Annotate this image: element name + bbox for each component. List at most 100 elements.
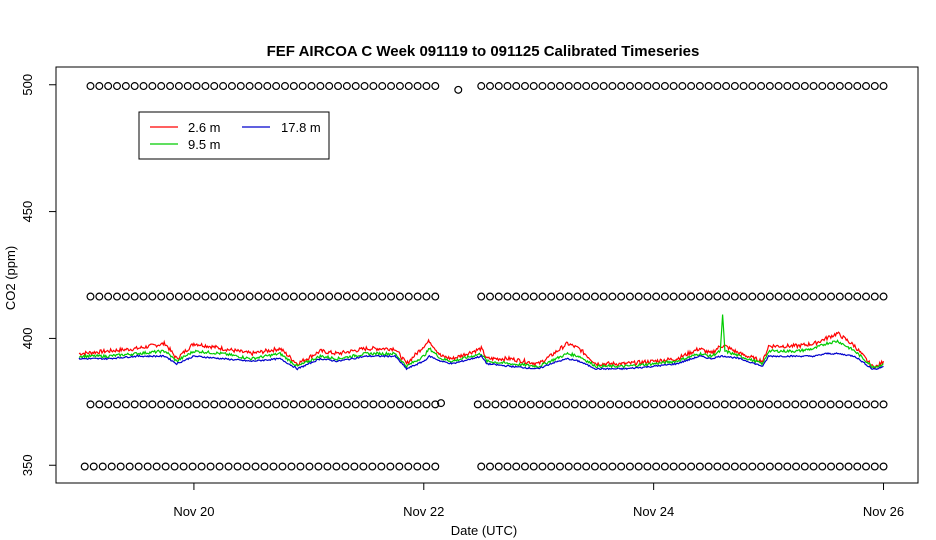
x-tick-label-3: Nov 26 <box>863 504 904 519</box>
marker-4-19 <box>643 292 652 301</box>
marker-3-26 <box>316 292 325 301</box>
marker-8-19 <box>251 462 260 471</box>
marker-4-46 <box>879 292 888 301</box>
marker-2-5 <box>520 82 529 91</box>
marker-3-5 <box>130 292 139 301</box>
marker-3-24 <box>298 292 307 301</box>
marker-0-12 <box>192 82 201 91</box>
marker-9-25 <box>695 462 704 471</box>
marker-4-20 <box>652 292 661 301</box>
x-tick-label-2: Nov 24 <box>633 504 674 519</box>
marker-0-30 <box>351 82 360 91</box>
marker-3-33 <box>378 292 387 301</box>
marker-9-40 <box>827 462 836 471</box>
marker-7-10 <box>562 400 571 409</box>
marker-7-35 <box>782 400 791 409</box>
marker-7-33 <box>764 400 773 409</box>
marker-7-25 <box>694 400 703 409</box>
marker-7-18 <box>632 400 641 409</box>
marker-3-30 <box>351 292 360 301</box>
marker-5-12 <box>192 400 201 409</box>
marker-0-13 <box>201 82 210 91</box>
marker-4-29 <box>730 292 739 301</box>
marker-8-34 <box>386 462 395 471</box>
marker-2-30 <box>739 82 748 91</box>
marker-7-13 <box>588 400 597 409</box>
marker-0-3 <box>113 82 122 91</box>
marker-5-5 <box>130 400 139 409</box>
marker-2-19 <box>643 82 652 91</box>
marker-4-4 <box>512 292 521 301</box>
marker-3-34 <box>387 292 396 301</box>
marker-0-4 <box>121 82 130 91</box>
marker-5-10 <box>174 400 183 409</box>
marker-9-14 <box>599 462 608 471</box>
marker-0-1 <box>95 82 104 91</box>
marker-5-8 <box>157 400 166 409</box>
marker-5-20 <box>263 400 272 409</box>
marker-9-26 <box>704 462 713 471</box>
y-tick-label-1: 400 <box>20 328 35 350</box>
marker-8-2 <box>98 462 107 471</box>
marker-2-7 <box>538 82 547 91</box>
marker-9-43 <box>853 462 862 471</box>
marker-2-43 <box>853 82 862 91</box>
marker-0-7 <box>148 82 157 91</box>
marker-4-27 <box>713 292 722 301</box>
marker-3-1 <box>95 292 104 301</box>
marker-3-2 <box>104 292 113 301</box>
marker-9-17 <box>625 462 634 471</box>
marker-8-8 <box>152 462 161 471</box>
marker-8-38 <box>422 462 431 471</box>
marker-2-31 <box>748 82 757 91</box>
marker-3-28 <box>334 292 343 301</box>
marker-5-37 <box>413 400 422 409</box>
marker-3-39 <box>431 292 440 301</box>
marker-3-36 <box>404 292 413 301</box>
marker-2-2 <box>494 82 503 91</box>
y-tick-label-2: 450 <box>20 201 35 223</box>
marker-3-18 <box>245 292 254 301</box>
marker-4-8 <box>547 292 556 301</box>
marker-9-4 <box>512 462 521 471</box>
legend-box <box>138 111 330 160</box>
legend-label-17-8m: 17.8 m <box>281 120 321 135</box>
marker-5-17 <box>236 400 245 409</box>
marker-7-37 <box>800 400 809 409</box>
marker-7-16 <box>614 400 623 409</box>
marker-9-13 <box>590 462 599 471</box>
marker-1-0 <box>454 85 463 94</box>
marker-9-6 <box>529 462 538 471</box>
marker-0-14 <box>210 82 219 91</box>
marker-0-18 <box>245 82 254 91</box>
marker-9-5 <box>520 462 529 471</box>
marker-3-19 <box>254 292 263 301</box>
marker-3-35 <box>395 292 404 301</box>
marker-7-41 <box>835 400 844 409</box>
marker-4-33 <box>765 292 774 301</box>
marker-8-14 <box>206 462 215 471</box>
marker-2-38 <box>809 82 818 91</box>
marker-5-6 <box>139 400 148 409</box>
marker-3-32 <box>369 292 378 301</box>
marker-9-7 <box>538 462 547 471</box>
marker-4-25 <box>695 292 704 301</box>
marker-9-44 <box>862 462 871 471</box>
marker-7-1 <box>482 400 491 409</box>
series-line-1 <box>78 314 884 370</box>
marker-0-10 <box>174 82 183 91</box>
marker-0-29 <box>342 82 351 91</box>
marker-0-26 <box>316 82 325 91</box>
marker-5-31 <box>360 400 369 409</box>
marker-2-4 <box>512 82 521 91</box>
marker-5-9 <box>166 400 175 409</box>
marker-7-0 <box>473 400 482 409</box>
marker-3-31 <box>360 292 369 301</box>
marker-0-32 <box>369 82 378 91</box>
marker-9-34 <box>774 462 783 471</box>
marker-0-16 <box>227 82 236 91</box>
marker-3-21 <box>272 292 281 301</box>
x-tick-label-1: Nov 22 <box>403 504 444 519</box>
marker-2-27 <box>713 82 722 91</box>
marker-0-33 <box>378 82 387 91</box>
